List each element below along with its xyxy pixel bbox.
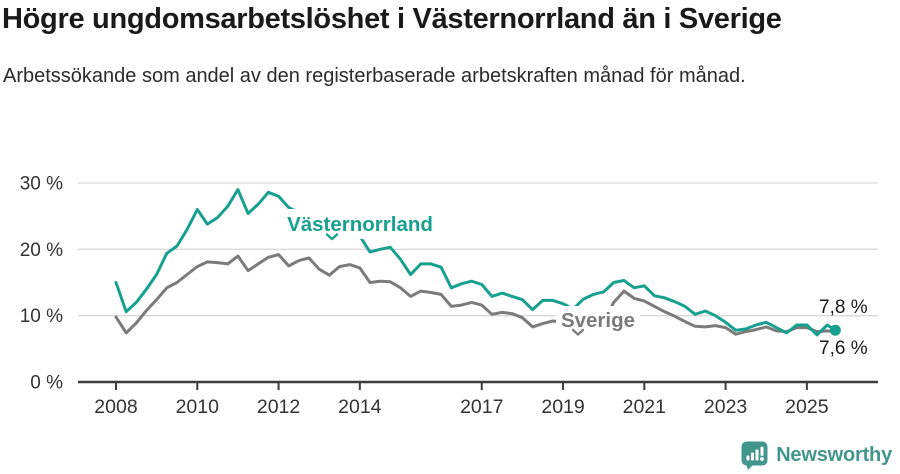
unemployment-line-chart: 0 % 10 % 20 % 30 % 2008 2010 2012 2014 2017 2019 2… <box>20 174 878 418</box>
page-title: Högre ungdomsarbetslöshet i Västernorrla… <box>2 3 782 35</box>
series-end-dot <box>829 324 841 336</box>
y-tick-label: 0 % <box>30 373 63 394</box>
x-tick-label: 2008 <box>94 396 137 418</box>
chart-subtitle: Arbetssökande som andel av den registerb… <box>3 65 746 87</box>
x-tick-label: 2017 <box>460 396 503 418</box>
x-tick-label: 2010 <box>176 396 220 418</box>
x-tick-label: 2014 <box>338 396 382 418</box>
end-value-label-sverige: 7,6 % <box>819 338 868 359</box>
series-label-sverige: Sverige <box>561 309 635 332</box>
y-tick-label: 30 % <box>20 174 63 195</box>
y-tick-label: 20 % <box>20 240 63 261</box>
newsworthy-logo-text: Newsworthy <box>776 444 892 466</box>
newsworthy-logo[interactable]: Newsworthy <box>741 441 892 470</box>
x-tick-label: 2023 <box>704 396 747 418</box>
series-line-västernorrland <box>114 188 837 337</box>
newsworthy-bubble-icon <box>741 441 768 470</box>
series-label-caret <box>571 328 585 336</box>
x-tick-label: 2021 <box>623 396 666 418</box>
y-tick-label: 10 % <box>20 306 63 327</box>
series-label-västernorrland: Västernorrland <box>287 213 433 236</box>
series-line-sverige <box>114 253 837 336</box>
end-value-label-västernorrland: 7,8 % <box>819 297 868 318</box>
series-label-mask <box>556 306 640 332</box>
x-tick-label: 2025 <box>785 396 829 418</box>
series-label-caret <box>325 233 339 241</box>
x-tick-label: 2019 <box>541 396 584 418</box>
chart-area: 0 % 10 % 20 % 30 % 2008 2010 2012 2014 2017 2019 2… <box>0 165 900 427</box>
x-tick-label: 2012 <box>257 396 300 418</box>
series-label-mask <box>278 209 442 239</box>
